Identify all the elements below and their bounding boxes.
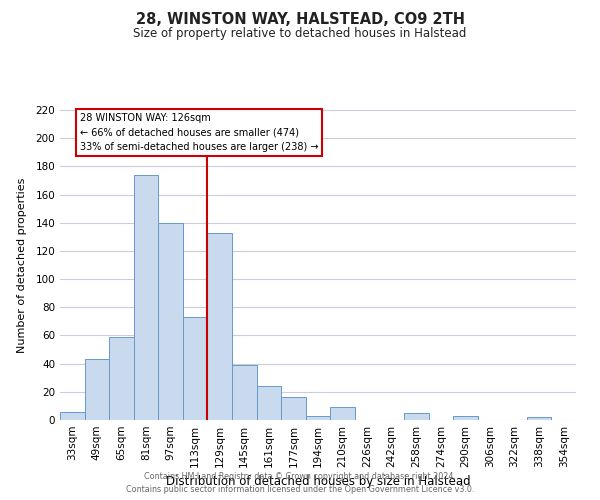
- Bar: [60, 412, 85, 420]
- Text: 28 WINSTON WAY: 126sqm
← 66% of detached houses are smaller (474)
33% of semi-de: 28 WINSTON WAY: 126sqm ← 66% of detached…: [80, 113, 318, 152]
- Bar: [453, 416, 478, 420]
- Bar: [330, 408, 355, 420]
- Bar: [109, 337, 134, 420]
- Bar: [232, 365, 257, 420]
- Bar: [208, 232, 232, 420]
- Bar: [404, 413, 428, 420]
- Text: Contains public sector information licensed under the Open Government Licence v3: Contains public sector information licen…: [126, 485, 474, 494]
- Bar: [134, 175, 158, 420]
- Bar: [257, 386, 281, 420]
- Text: 28, WINSTON WAY, HALSTEAD, CO9 2TH: 28, WINSTON WAY, HALSTEAD, CO9 2TH: [136, 12, 464, 28]
- Bar: [281, 398, 306, 420]
- Bar: [183, 317, 208, 420]
- Bar: [158, 222, 183, 420]
- X-axis label: Distribution of detached houses by size in Halstead: Distribution of detached houses by size …: [166, 476, 470, 488]
- Y-axis label: Number of detached properties: Number of detached properties: [17, 178, 27, 352]
- Bar: [306, 416, 330, 420]
- Text: Size of property relative to detached houses in Halstead: Size of property relative to detached ho…: [133, 28, 467, 40]
- Bar: [527, 417, 551, 420]
- Bar: [85, 360, 109, 420]
- Text: Contains HM Land Registry data © Crown copyright and database right 2024.: Contains HM Land Registry data © Crown c…: [144, 472, 456, 481]
